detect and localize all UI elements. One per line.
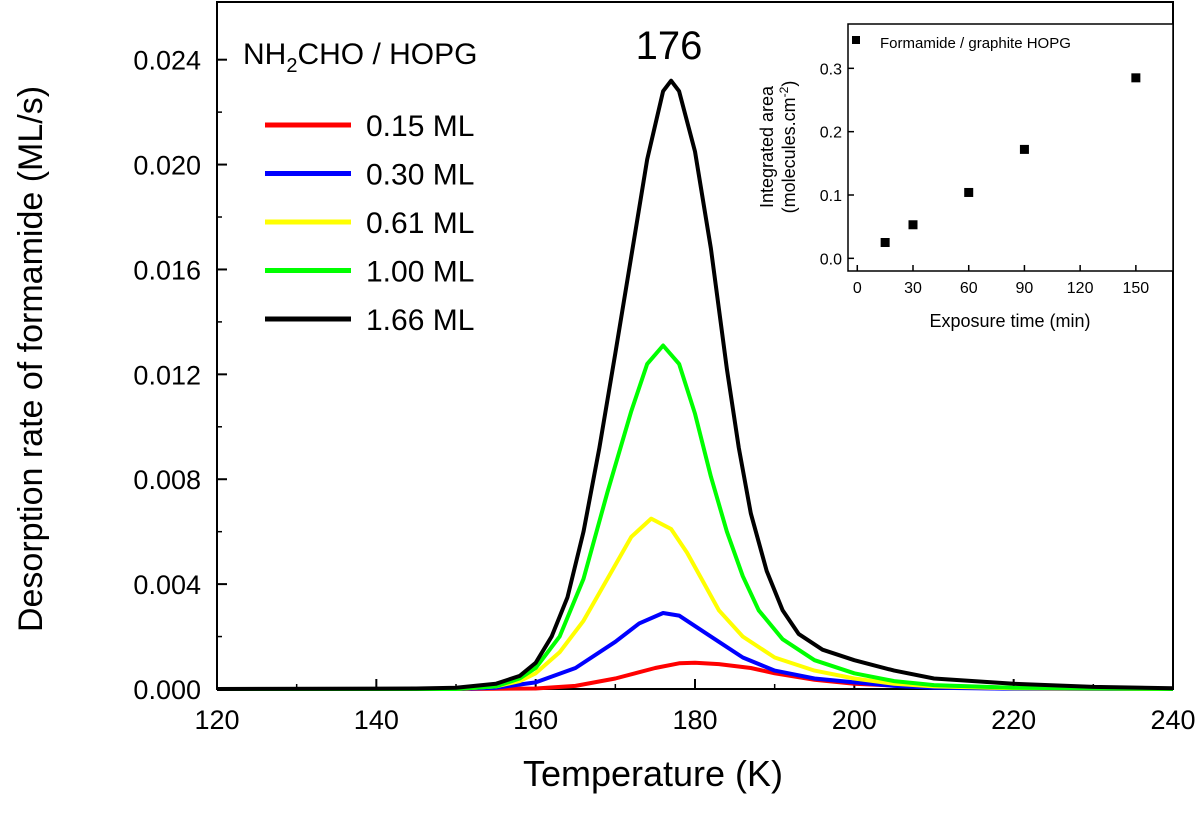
- inset-legend-marker: [852, 36, 860, 44]
- x-tick-label: 200: [832, 705, 877, 735]
- y-tick-label: 0.004: [133, 570, 201, 600]
- legend-label: 0.15 ML: [366, 110, 474, 143]
- inset-y-label-close: ): [779, 81, 799, 87]
- inset-y-tick-label: 0.1: [820, 188, 842, 205]
- y-tick-label: 0.012: [133, 360, 201, 390]
- x-tick-label: 240: [1150, 705, 1195, 735]
- legend-label: 0.61 ML: [366, 207, 474, 240]
- y-tick-label: 0.000: [133, 675, 201, 705]
- inset-x-tick-label: 0: [853, 280, 862, 297]
- inset-y-label-line1: Integrated area: [757, 85, 777, 208]
- inset-y-label-text: (molecules.cm: [779, 97, 799, 213]
- x-tick-label: 140: [354, 705, 399, 735]
- inset-x-tick-label: 150: [1123, 280, 1150, 297]
- inset-y-axis-label: Integrated area (molecules.cm-2): [757, 81, 799, 214]
- main-x-axis: 120 140 160 180 200 220 240: [194, 679, 1196, 735]
- inset-points-group: [880, 73, 1141, 247]
- series-line-0-61-ML: [217, 516, 1174, 691]
- inset-x-axis-label: Exposure time (min): [929, 311, 1090, 331]
- y-tick-label: 0.024: [133, 46, 201, 76]
- inset-y-tick-label: 0.2: [820, 125, 842, 142]
- inset-data-point: [964, 187, 974, 197]
- series-line-1-00-ML: [217, 343, 1174, 691]
- main-series-group: [216, 78, 1174, 691]
- peak-label: 176: [636, 24, 703, 68]
- x-tick-label: 120: [194, 705, 239, 735]
- legend-label: 1.00 ML: [366, 256, 474, 289]
- y-tick-label: 0.016: [133, 255, 201, 285]
- inset-x-tick-label: 60: [960, 280, 978, 297]
- inset-y-axis: 0.0 0.1 0.2 0.3: [820, 61, 854, 268]
- inset-x-tick-label: 90: [1016, 280, 1034, 297]
- main-y-axis: 0.000 0.004 0.008 0.012 0.016 0.020 0.024: [133, 46, 227, 705]
- system-label-subscript: 2: [286, 55, 297, 77]
- x-tick-label: 220: [991, 705, 1036, 735]
- inset-legend-label: Formamide / graphite HOPG: [880, 35, 1071, 52]
- legend-label: 1.66 ML: [366, 304, 474, 337]
- inset-plot-frame: [847, 23, 1174, 272]
- x-tick-label: 160: [513, 705, 558, 735]
- legend-label: 0.30 ML: [366, 159, 474, 192]
- system-label: NH2CHO / HOPG: [243, 38, 477, 77]
- inset-y-label-superscript: -2: [777, 86, 791, 97]
- inset-y-tick-label: 0.0: [820, 251, 842, 268]
- y-tick-label: 0.020: [133, 151, 201, 181]
- inset-x-tick-label: 120: [1067, 280, 1094, 297]
- x-tick-label: 180: [672, 705, 717, 735]
- series-line-0-30-ML: [217, 611, 1174, 691]
- system-label-suffix: CHO / HOPG: [297, 38, 477, 71]
- y-axis-label: Desorption rate of formamide (ML/s): [12, 86, 50, 632]
- inset-x-axis: 0 30 60 90 120 150: [853, 265, 1149, 297]
- system-label-prefix: NH: [243, 38, 286, 71]
- main-legend: 0.15 ML 0.30 ML 0.61 ML 1.00 ML 1.66 ML: [265, 110, 474, 337]
- series-line-1-66-ML: [216, 78, 1174, 691]
- inset-data-point: [1019, 144, 1029, 154]
- x-axis-label: Temperature (K): [523, 753, 783, 794]
- inset-data-point: [1131, 73, 1141, 83]
- inset-y-tick-label: 0.3: [820, 61, 842, 78]
- inset-y-label-line2: (molecules.cm-2): [777, 81, 799, 214]
- inset-data-point: [880, 238, 890, 247]
- inset-x-tick-label: 30: [904, 280, 922, 297]
- inset-data-point: [908, 220, 918, 230]
- y-tick-label: 0.008: [133, 465, 201, 495]
